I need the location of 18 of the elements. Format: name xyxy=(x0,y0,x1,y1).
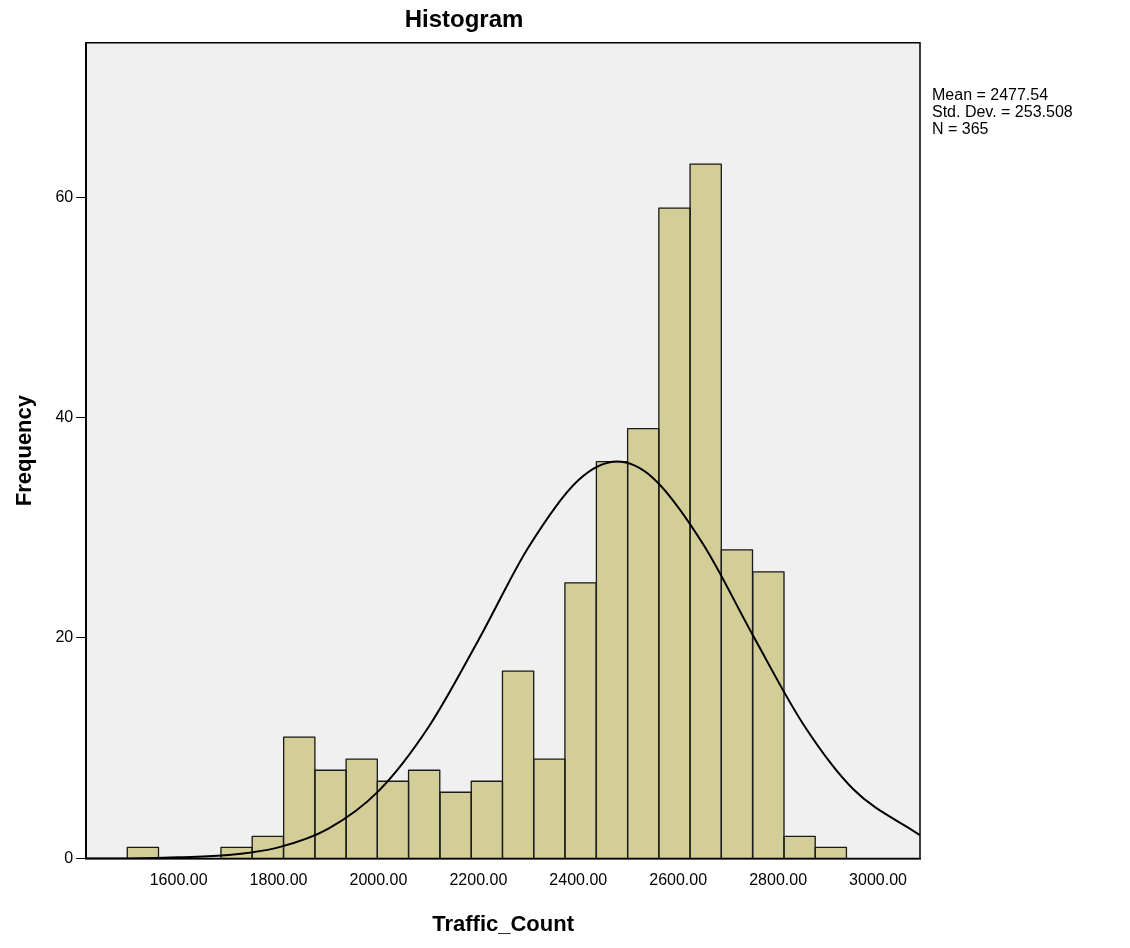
text: Mean = 2477.54 xyxy=(932,86,1049,104)
x-tick-label: 2200.00 xyxy=(449,871,508,889)
chart-title: Histogram xyxy=(404,5,524,33)
y-axis-title: Frequency xyxy=(11,394,37,507)
x-axis-title: Traffic_Count xyxy=(432,910,575,936)
x-tick-label: 3000.00 xyxy=(849,871,908,889)
y-tick-label: 40 xyxy=(55,407,74,425)
x-tick-label: 1600.00 xyxy=(149,871,208,889)
x-tick-label: 2800.00 xyxy=(749,871,808,889)
y-tick-label: 0 xyxy=(64,848,74,866)
text: Std. Dev. = 253.508 xyxy=(932,103,1073,121)
text: N = 365 xyxy=(932,120,989,138)
x-tick-label: 2600.00 xyxy=(649,871,708,889)
x-tick-label: 2400.00 xyxy=(549,871,608,889)
x-tick-label: 1800.00 xyxy=(249,871,308,889)
y-tick-label: 60 xyxy=(55,187,74,205)
y-tick-label: 20 xyxy=(55,628,74,646)
x-tick-label: 2000.00 xyxy=(349,871,408,889)
